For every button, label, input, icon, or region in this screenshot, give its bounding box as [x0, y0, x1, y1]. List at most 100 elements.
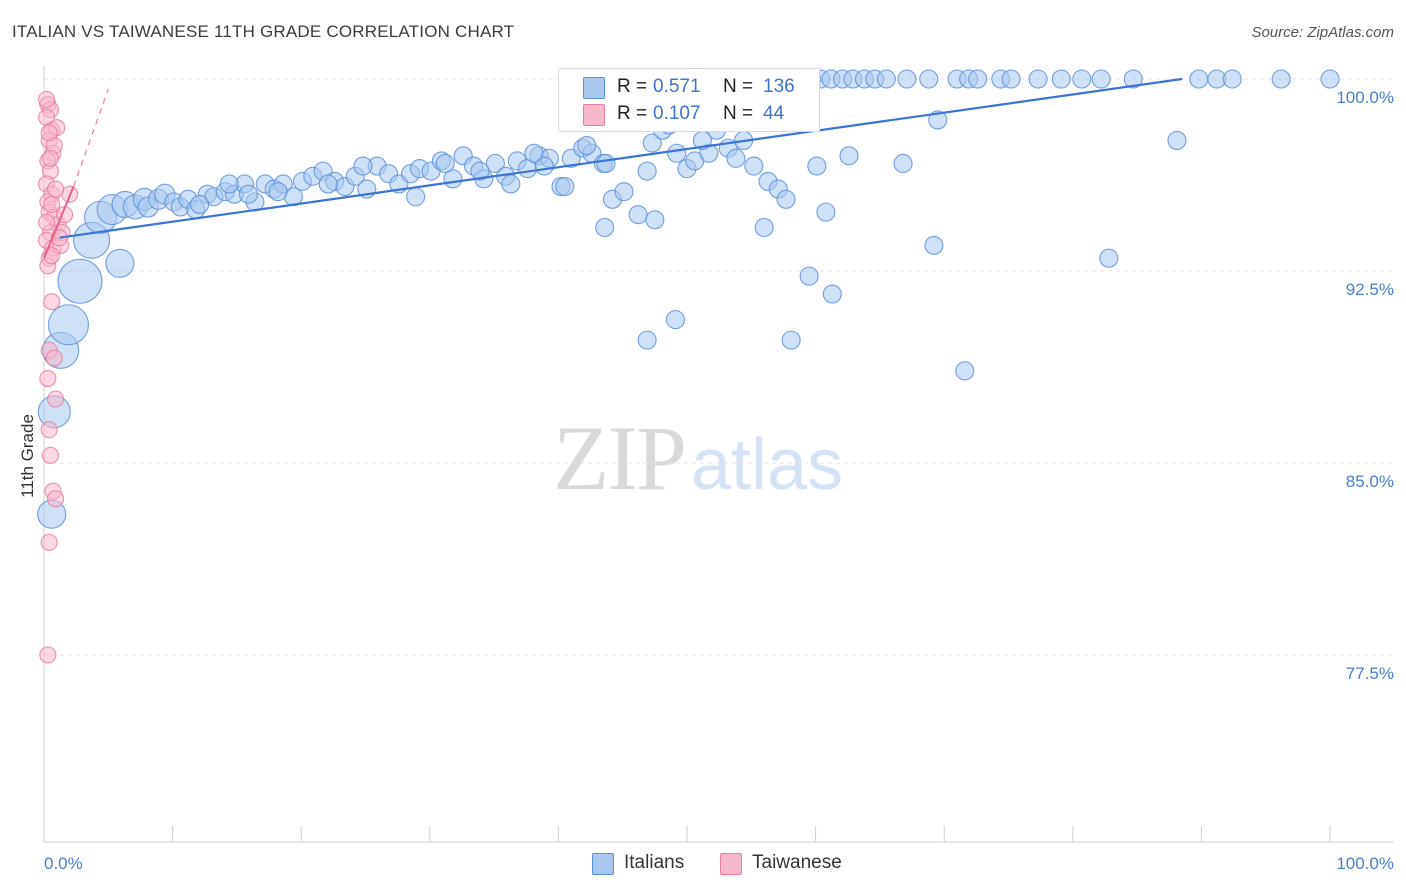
italians-point: [555, 176, 575, 197]
taiwanese-point: [45, 349, 63, 367]
italians-point: [318, 174, 338, 194]
watermark-atlas: atlas: [691, 425, 844, 505]
italians-point: [1320, 69, 1340, 89]
italians-point: [1001, 69, 1021, 89]
taiwanese-point: [41, 149, 59, 167]
taiwanese-point: [47, 490, 65, 508]
y-tick-label: 92.5%: [1346, 280, 1394, 299]
italians-point: [637, 161, 657, 181]
italians-point: [501, 174, 521, 194]
italians-point: [595, 217, 615, 238]
italians-point: [667, 143, 687, 163]
italians-point: [955, 361, 975, 381]
italians-point: [776, 189, 796, 209]
italians-point: [665, 310, 685, 330]
legend-taiwanese-label: Taiwanese: [752, 852, 842, 873]
italians-point: [1072, 69, 1092, 89]
taiwanese-point: [38, 90, 56, 109]
italians-swatch: [583, 77, 605, 99]
italians-point: [219, 174, 239, 194]
taiwanese-point: [38, 213, 56, 231]
italians-point: [190, 194, 210, 214]
italians-point: [1271, 69, 1291, 89]
italians-point: [839, 146, 859, 166]
italians-point: [1222, 69, 1242, 89]
taiwanese-point: [39, 646, 57, 664]
correlation-legend: R = 0.571 N = 136 R = 0.107 N = 44: [558, 68, 820, 132]
italians-point: [924, 235, 944, 255]
italians-point: [485, 153, 505, 174]
italians-point: [876, 69, 896, 89]
italians-point: [893, 153, 913, 174]
x-tick-label-min: 0.0%: [44, 854, 83, 873]
taiwanese-point: [47, 390, 65, 408]
italians-point: [645, 210, 665, 230]
italians-swatch: [592, 853, 614, 875]
italians-point: [799, 266, 819, 286]
italians-point: [816, 202, 836, 222]
italians-point: [897, 69, 917, 89]
taiwanese-point: [40, 533, 58, 551]
italians-point: [807, 156, 827, 176]
taiwanese-point: [39, 369, 57, 388]
taiwanese-point: [43, 195, 61, 213]
legend-italians-label: Italians: [624, 852, 685, 873]
italians-point: [577, 136, 597, 156]
italians-point: [1028, 69, 1048, 89]
taiwanese-point: [40, 421, 58, 439]
italians-point: [637, 330, 657, 350]
italians-point: [1167, 130, 1187, 150]
taiwanese-trend-extension: [73, 89, 109, 187]
italians-point: [744, 156, 764, 176]
italians-point: [1091, 69, 1111, 89]
legend-r-label: R =: [617, 76, 648, 97]
italians-point: [353, 156, 373, 176]
italians-point: [524, 143, 544, 163]
legend-n-label: N =: [723, 76, 754, 97]
legend-n-value: 44: [763, 103, 785, 124]
italians-point: [435, 153, 455, 174]
taiwanese-swatch: [583, 104, 605, 126]
italians-point: [596, 153, 616, 174]
legend-r-value: 0.107: [653, 103, 701, 124]
y-tick-label: 77.5%: [1346, 664, 1394, 683]
watermark: ZIPatlas: [553, 405, 843, 511]
italians-point: [238, 184, 259, 204]
taiwanese-point: [43, 293, 61, 311]
taiwanese-trend-line: [43, 186, 75, 259]
italians-point: [1189, 69, 1209, 89]
italians-point: [1099, 248, 1119, 268]
italians-point: [470, 161, 490, 181]
italians-point: [919, 69, 939, 89]
italians-trend-line: [59, 77, 1183, 239]
watermark-zip: ZIP: [553, 407, 687, 509]
taiwanese-point: [40, 124, 58, 142]
italians-point: [406, 187, 426, 207]
taiwanese-point: [47, 180, 65, 198]
taiwanese-swatch: [720, 853, 742, 875]
legend-n-label: N =: [723, 103, 754, 124]
chart-title: ITALIAN VS TAIWANESE 11TH GRADE CORRELAT…: [12, 22, 515, 41]
italians-point: [268, 182, 288, 202]
y-tick-label: 100.0%: [1336, 88, 1394, 107]
y-tick-label: 85.0%: [1346, 472, 1394, 491]
italians-point: [822, 284, 842, 304]
italians-point: [928, 110, 948, 130]
italians-point: [105, 248, 135, 278]
series-legend: Italians Taiwanese: [0, 852, 1406, 878]
italians-point: [1051, 69, 1071, 89]
legend-r-value: 0.571: [653, 76, 701, 97]
italians-point: [57, 258, 103, 304]
legend-n-value: 136: [763, 76, 795, 97]
italians-point: [754, 217, 774, 238]
x-tick-label-max: 100.0%: [1336, 854, 1394, 873]
italians-point: [614, 182, 634, 202]
taiwanese-point: [41, 446, 59, 464]
italians-point: [628, 205, 648, 225]
italians-point: [642, 133, 662, 153]
legend-r-label: R =: [617, 103, 648, 124]
source-label: Source: ZipAtlas.com: [1251, 24, 1394, 41]
italians-point: [1123, 69, 1143, 89]
italians-point: [968, 69, 988, 89]
